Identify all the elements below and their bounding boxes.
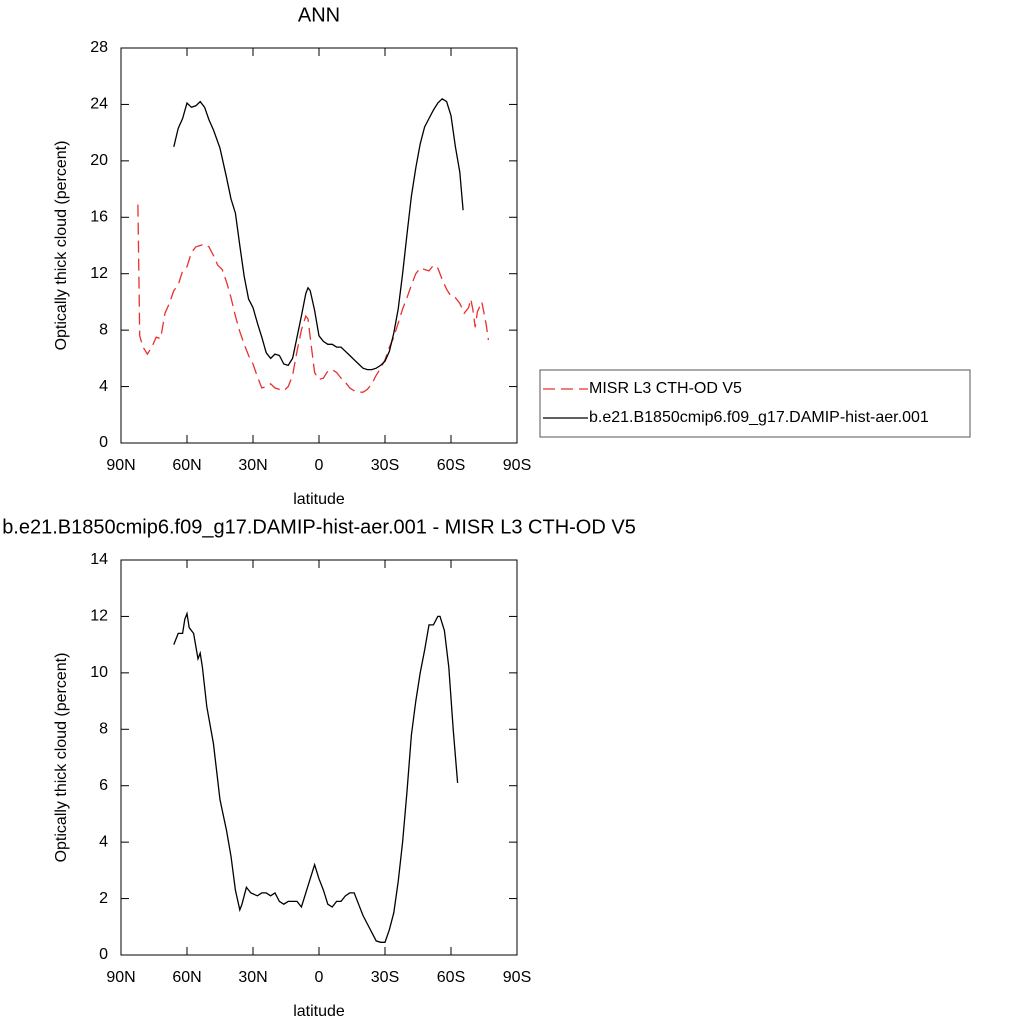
data-line — [173, 611, 459, 943]
y-tick-label: 12 — [90, 608, 108, 625]
y-tick-label: 0 — [99, 946, 108, 963]
y-tick-label: 8 — [99, 321, 108, 338]
y-tick-label: 20 — [90, 152, 108, 169]
x-tick-label: 60S — [437, 969, 465, 986]
y-tick-label: 6 — [99, 777, 108, 794]
y-tick-label: 24 — [90, 96, 108, 113]
x-tick-label: 30S — [371, 969, 399, 986]
y-tick-label: 14 — [90, 551, 108, 568]
y-tick-label: 4 — [99, 378, 108, 395]
y-axis-label: Optically thick cloud (percent) — [53, 653, 70, 863]
y-tick-label: 2 — [99, 890, 108, 907]
y-tick-label: 12 — [90, 265, 108, 282]
legend-box — [539, 369, 971, 438]
y-tick-label: 10 — [90, 664, 108, 681]
x-tick-label: 90S — [503, 457, 531, 474]
x-tick-label: 0 — [315, 969, 324, 986]
chart-title: ANN — [298, 4, 340, 26]
x-tick-label: 30N — [238, 457, 267, 474]
plot-frame — [120, 47, 518, 444]
chart-title: b.e21.B1850cmip6.f09_g17.DAMIP-hist-aer.… — [2, 516, 636, 538]
y-tick-label: 8 — [99, 721, 108, 738]
y-tick-label: 28 — [90, 39, 108, 56]
legend-label: MISR L3 CTH-OD V5 — [589, 380, 742, 397]
data-line — [137, 204, 490, 393]
x-tick-label: 90N — [106, 457, 135, 474]
x-tick-label: 60N — [172, 457, 201, 474]
x-tick-label: 90S — [503, 969, 531, 986]
x-axis-label: latitude — [293, 1003, 345, 1020]
y-tick-label: 0 — [99, 434, 108, 451]
x-tick-label: 0 — [315, 457, 324, 474]
x-tick-label: 30S — [371, 457, 399, 474]
legend-label: b.e21.B1850cmip6.f09_g17.DAMIP-hist-aer.… — [589, 409, 929, 426]
x-axis-label: latitude — [293, 491, 345, 508]
x-tick-label: 90N — [106, 969, 135, 986]
plot-frame — [120, 559, 518, 956]
x-tick-label: 60N — [172, 969, 201, 986]
x-tick-label: 30N — [238, 969, 267, 986]
y-axis-label: Optically thick cloud (percent) — [53, 141, 70, 351]
x-tick-label: 60S — [437, 457, 465, 474]
y-tick-label: 16 — [90, 209, 108, 226]
y-tick-label: 4 — [99, 833, 108, 850]
data-line — [173, 97, 464, 371]
